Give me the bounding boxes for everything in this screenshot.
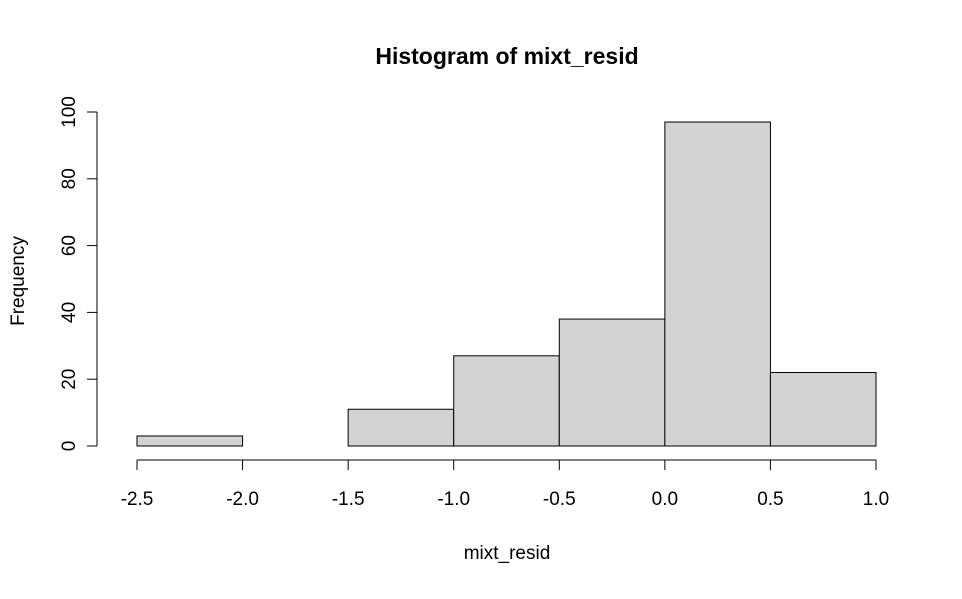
- y-tick-label: 80: [59, 168, 80, 189]
- x-tick-label: -1.5: [332, 489, 365, 510]
- chart-title: Histogram of mixt_resid: [375, 43, 638, 69]
- y-tick-label: 100: [59, 96, 80, 128]
- y-axis-label: Frequency: [8, 236, 29, 326]
- histogram-bar: [136, 435, 244, 447]
- histogram-bar: [769, 372, 877, 447]
- bars-group: [136, 121, 877, 447]
- y-tick-label: 40: [59, 302, 80, 323]
- x-axis: -2.5 -2.0 -1.5 -1.0 -0.5 0.0 0.5 1.0: [121, 459, 889, 510]
- x-axis-label: mixt_resid: [464, 543, 551, 564]
- x-tick-label: -0.5: [543, 489, 576, 510]
- histogram-bar: [347, 408, 455, 447]
- x-tick-label: -2.0: [226, 489, 259, 510]
- y-tick-label: 60: [59, 235, 80, 256]
- x-tick-label: 0.5: [757, 489, 783, 510]
- x-tick-label: 1.0: [863, 489, 889, 510]
- y-tick-label: 0: [59, 441, 80, 452]
- x-tick-label: -2.5: [121, 489, 154, 510]
- y-axis: 0 20 40 60 80 100: [59, 96, 98, 452]
- x-tick-label: 0.0: [652, 489, 678, 510]
- histogram-bar: [453, 355, 560, 447]
- y-tick-label: 20: [59, 369, 80, 390]
- x-tick-label: -1.0: [437, 489, 470, 510]
- histogram-bar: [558, 318, 666, 447]
- histogram-bar: [664, 121, 771, 447]
